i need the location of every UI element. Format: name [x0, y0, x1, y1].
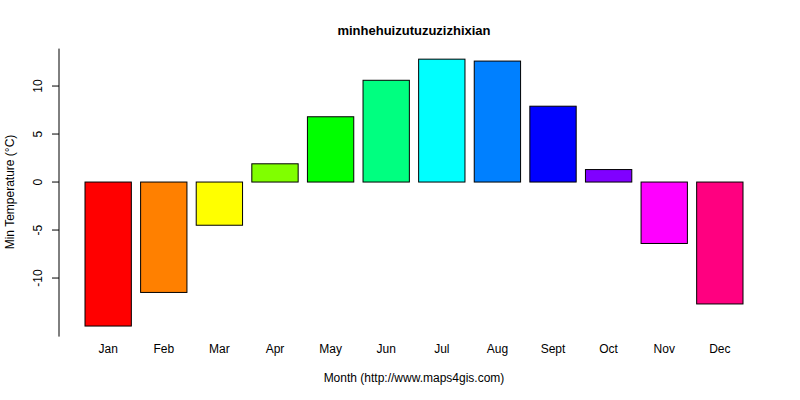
x-tick-label: Jun	[377, 342, 396, 356]
bar	[307, 117, 353, 182]
bar	[85, 182, 131, 326]
x-tick-label: Feb	[153, 342, 174, 356]
x-tick-label: Apr	[266, 342, 285, 356]
bar	[141, 182, 187, 292]
bar	[252, 164, 298, 182]
x-tick-label: Jul	[434, 342, 449, 356]
chart: minhehuizutuzuzizhixian Month (http://www…	[0, 0, 800, 400]
x-tick-label: Aug	[487, 342, 508, 356]
y-tick-label: -5	[31, 224, 45, 235]
y-tick-label: 10	[31, 79, 45, 93]
x-tick-label: Mar	[209, 342, 230, 356]
bar	[697, 182, 743, 304]
y-axis-line	[59, 49, 60, 337]
y-tick	[52, 182, 59, 183]
y-tick-label: -10	[31, 269, 45, 287]
bar	[363, 80, 409, 182]
x-tick-label: Oct	[599, 342, 618, 356]
bar	[419, 59, 465, 182]
y-tick	[52, 86, 59, 87]
title: minhehuizutuzuzizhixian	[337, 23, 490, 38]
x-tick-label: Dec	[709, 342, 730, 356]
bar	[585, 170, 631, 182]
x-tick-label: Sept	[541, 342, 566, 356]
bar	[641, 182, 687, 243]
bar	[530, 106, 576, 182]
x-tick-label: Nov	[654, 342, 675, 356]
bar	[474, 61, 520, 182]
y-tick-label: 5	[31, 130, 45, 137]
y-tick	[52, 134, 59, 135]
x-tick-label: May	[319, 342, 342, 356]
y-axis-label: Min Temperature (°C)	[3, 135, 17, 250]
y-tick	[52, 230, 59, 231]
x-axis-label: Month (http://www.maps4gis.com)	[324, 371, 505, 385]
bar	[196, 182, 242, 225]
y-tick-label: 0	[31, 178, 45, 185]
bars	[85, 59, 743, 326]
y-tick	[52, 278, 59, 279]
x-tick-label: Jan	[98, 342, 117, 356]
